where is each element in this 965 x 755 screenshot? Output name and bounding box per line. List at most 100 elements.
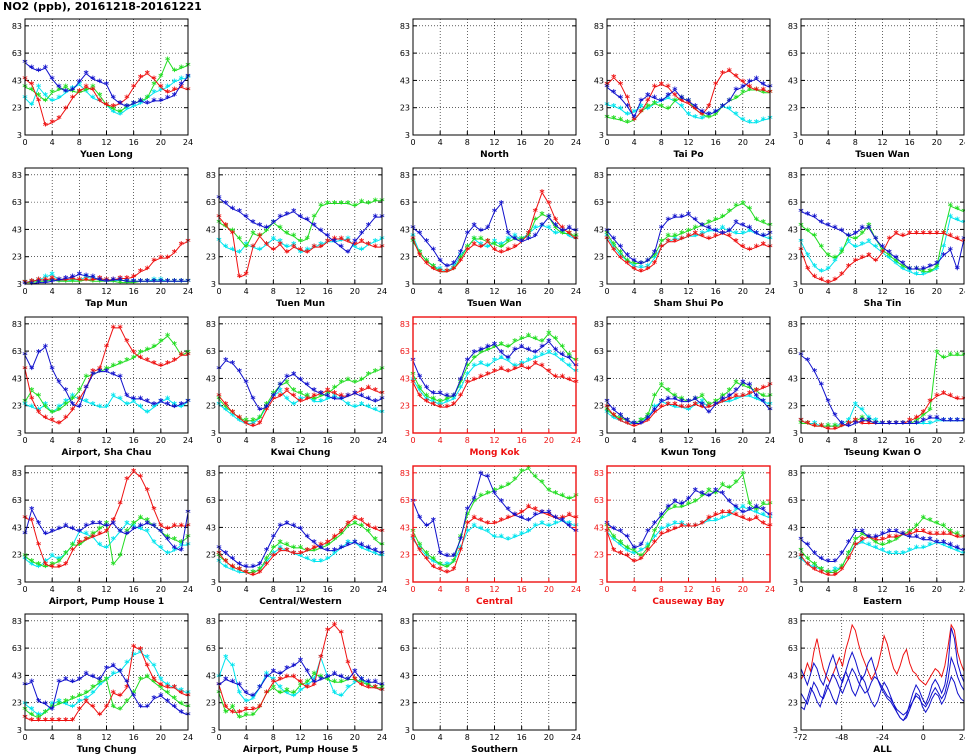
- panel-central-western-marker: *: [250, 571, 256, 582]
- panel-mong-kok-marker: *: [451, 392, 457, 403]
- panel-central-series-line: [412, 506, 577, 573]
- panel-sha-tin-marker: *: [860, 224, 866, 235]
- panel-tseung-kwan-o-marker: *: [887, 419, 893, 430]
- panel-airport-pump-house-5-marker: *: [284, 689, 290, 700]
- panel-tsuen-wan-marker: *: [505, 245, 511, 256]
- panel-tsuen-wan-marker: *: [526, 229, 532, 240]
- panel-airport-sha-chau-marker: *: [179, 403, 185, 414]
- panel-tuen-mun-xtick-label: 12: [295, 287, 305, 296]
- panel-tuen-mun-marker: *: [291, 232, 297, 243]
- panel-tung-chung-marker: *: [104, 664, 110, 675]
- panel-airport-sha-chau-marker: *: [104, 367, 110, 378]
- panel-tseung-kwan-o-ytick-label: 23: [788, 402, 798, 411]
- panel-tap-mun-marker: *: [90, 277, 96, 288]
- panel-yuen-long-series-line: [24, 72, 189, 127]
- panel-tai-po-marker: *: [659, 96, 665, 107]
- panel-tsuen-wan-marker: *: [553, 215, 559, 226]
- panel-causeway-bay-xtick-label: 8: [659, 585, 664, 594]
- panel-tung-chung-marker: *: [77, 691, 83, 702]
- panel-causeway-bay-marker: *: [699, 489, 705, 500]
- panel-tung-chung-xtick-label: 12: [101, 733, 111, 742]
- panel-tung-chung-marker: *: [90, 683, 96, 694]
- panel-kwai-chung-ytick-label: 23: [206, 402, 216, 411]
- panel-kwun-tong-marker: *: [727, 392, 733, 403]
- panel-yuen-long-marker: *: [36, 91, 42, 102]
- panel-mong-kok-marker: *: [492, 343, 498, 354]
- panel-sha-tin-marker: *: [846, 237, 852, 248]
- panel-central-ytick-label: 23: [400, 551, 410, 560]
- panel-mong-kok-marker: *: [424, 397, 430, 408]
- panel-central-marker: *: [499, 483, 505, 494]
- panel-tseung-kwan-o-marker: *: [866, 416, 872, 427]
- panel-eastern-marker: *: [805, 541, 811, 552]
- panel-airport-pump-house-1-series-line: [24, 470, 188, 568]
- panel-tseung-kwan-o-marker: *: [826, 424, 832, 435]
- panel-tseung-kwan-o-xtick-label: 8: [853, 436, 858, 445]
- panel-mong-kok-xtick-label: 0: [410, 436, 415, 445]
- panel-central-marker: *: [505, 513, 511, 524]
- panel-causeway-bay-series-line: [606, 473, 770, 557]
- panel-tai-po-marker: *: [679, 96, 685, 107]
- panel-yuen-long-xtick-label: 0: [22, 138, 27, 147]
- panel-central-western-xtick-label: 24: [377, 585, 387, 594]
- panel-tsuen-wan-marker: *: [431, 262, 437, 273]
- panel-central-western-marker: *: [359, 543, 365, 554]
- panel-central-western-marker: *: [318, 557, 324, 568]
- panel-airport-pump-house-5-xtick-label: 8: [271, 733, 276, 742]
- panel-tuen-mun-marker: *: [352, 237, 358, 248]
- panel-sham-shui-po-marker: *: [625, 256, 631, 267]
- panel-tseung-kwan-o-marker: *: [819, 422, 825, 433]
- panel-tai-po-ytick-label: 43: [594, 76, 604, 85]
- panel-kwai-chung-marker: *: [332, 392, 338, 403]
- panel-central-marker: *: [458, 535, 464, 546]
- panel-tseung-kwan-o-xtick-label: 20: [932, 436, 942, 445]
- panel-sham-shui-po-marker: *: [740, 199, 746, 210]
- panel-central-marker: *: [519, 513, 525, 524]
- panel-tai-po-marker: *: [706, 102, 712, 113]
- panel-causeway-bay-marker: *: [720, 508, 726, 519]
- panel-eastern-marker: *: [812, 565, 818, 576]
- panel-tai-po-marker: *: [747, 83, 753, 94]
- panel-sha-tin-marker: *: [948, 245, 954, 256]
- panel-yuen-long-marker: *: [36, 83, 42, 94]
- panel-sham-shui-po-marker: *: [733, 229, 739, 240]
- panel-airport-pump-house-1-marker: *: [70, 541, 76, 552]
- panel-kwai-chung-marker: *: [230, 408, 236, 419]
- panel-mong-kok-marker: *: [519, 343, 525, 354]
- panel-airport-pump-house-5-marker: *: [264, 670, 270, 681]
- panel-causeway-bay-marker: *: [625, 543, 631, 554]
- panel-sham-shui-po-marker: *: [652, 248, 658, 259]
- panel-yuen-long-marker: *: [151, 75, 157, 86]
- panel-causeway-bay-marker: *: [618, 541, 624, 552]
- panel-causeway-bay-marker: *: [740, 502, 746, 513]
- panel-causeway-bay-marker: *: [672, 497, 678, 508]
- panel-causeway-bay-marker: *: [611, 546, 617, 557]
- panel-mong-kok-ytick-label: 63: [400, 347, 410, 356]
- panel-eastern-marker: *: [853, 541, 859, 552]
- panel-tuen-mun-marker: *: [366, 221, 372, 232]
- panel-tsuen-wan-xtick-label: 24: [959, 138, 965, 147]
- panel-kwun-tong-marker: *: [611, 405, 617, 416]
- panel-tap-mun-marker: *: [63, 275, 69, 286]
- panel-airport-sha-chau-marker: *: [111, 323, 117, 334]
- panel-tsuen-wan-marker: *: [472, 221, 478, 232]
- panel-airport-pump-house-5-marker: *: [237, 689, 243, 700]
- panel-tuen-mun-marker: *: [366, 240, 372, 251]
- panel-tap-mun-marker: *: [50, 274, 56, 285]
- panel-tseung-kwan-o-marker: *: [907, 419, 913, 430]
- panel-sham-shui-po-marker: *: [693, 215, 699, 226]
- panel-sham-shui-po-marker: *: [720, 229, 726, 240]
- panel-central-marker: *: [512, 532, 518, 543]
- panel-tsuen-wan-marker: *: [492, 237, 498, 248]
- panel-tung-chung-marker: *: [36, 716, 42, 727]
- panel-tseung-kwan-o-marker: *: [880, 419, 886, 430]
- panel-eastern-xtick-label: 16: [905, 585, 915, 594]
- panel-tung-chung-marker: *: [145, 702, 151, 713]
- panel-tai-po-series-line: [606, 70, 771, 122]
- panel-tai-po-ytick-label: 83: [594, 22, 604, 31]
- panel-sham-shui-po-xtick-label: 20: [738, 287, 748, 296]
- panel-kwun-tong-marker: *: [659, 397, 665, 408]
- panel-airport-pump-house-5-frame: [218, 613, 383, 731]
- panel-mong-kok-marker: *: [553, 373, 559, 384]
